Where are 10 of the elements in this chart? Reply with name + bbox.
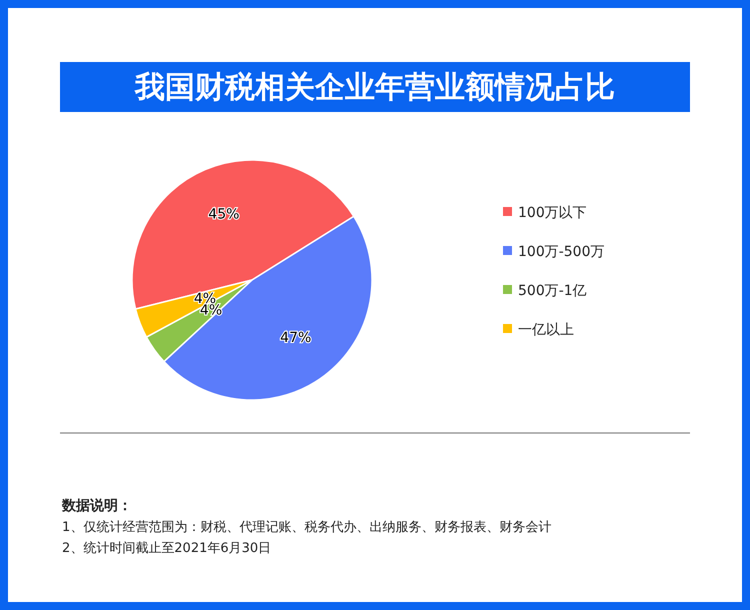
- chart-title: 我国财税相关企业年营业额情况占比: [134, 70, 615, 105]
- legend-label: 500万-1亿: [518, 283, 587, 299]
- legend-label: 一亿以上: [518, 322, 574, 338]
- text: 1、仅统计经营范围为：财税、代理记账、税务代办、出纳服务、财务报表、财务会计: [62, 520, 552, 535]
- data-label: 47%: [280, 330, 312, 346]
- text: 2、统计时间截止至2021年6月30日: [62, 541, 272, 556]
- legend-label: 100万-500万: [518, 244, 604, 260]
- legend-label: 100万以下: [518, 205, 587, 221]
- text: 数据说明：: [61, 498, 132, 514]
- data-label: 45%: [208, 206, 240, 223]
